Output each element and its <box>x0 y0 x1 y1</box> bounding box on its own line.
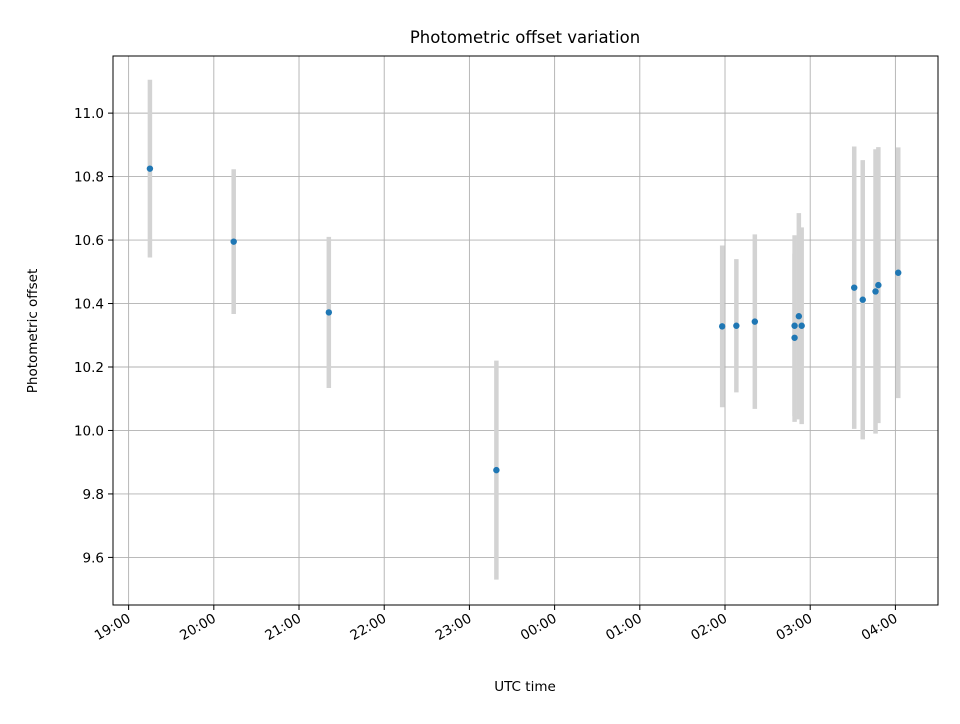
data-points <box>146 165 902 474</box>
y-tick-label: 9.8 <box>83 487 104 503</box>
data-point <box>851 284 858 291</box>
y-tick-label: 9.6 <box>83 550 104 566</box>
x-axis-label: UTC time <box>494 679 556 695</box>
y-axis-label: Photometric offset <box>25 269 41 393</box>
data-point <box>733 322 740 329</box>
y-tick-label: 11.0 <box>74 106 104 122</box>
data-point <box>798 322 805 329</box>
data-point <box>791 334 798 341</box>
data-point <box>859 296 866 303</box>
data-point <box>493 466 500 474</box>
data-point <box>751 318 759 325</box>
data-point <box>791 322 798 329</box>
y-tick-label: 10.2 <box>74 360 104 376</box>
y-tick-label: 10.0 <box>74 423 104 439</box>
data-point <box>146 165 154 172</box>
data-point <box>795 313 803 320</box>
data-point <box>325 309 333 316</box>
y-tick-label: 10.8 <box>74 170 104 186</box>
data-point <box>718 323 726 330</box>
y-tick-label: 10.4 <box>74 297 104 313</box>
data-point <box>872 288 879 295</box>
plot-frame <box>112 55 939 606</box>
y-tick-label: 10.6 <box>74 233 104 249</box>
data-point <box>895 269 902 276</box>
chart-title: Photometric offset variation <box>410 28 640 47</box>
data-point <box>230 238 237 245</box>
data-point <box>875 281 882 289</box>
